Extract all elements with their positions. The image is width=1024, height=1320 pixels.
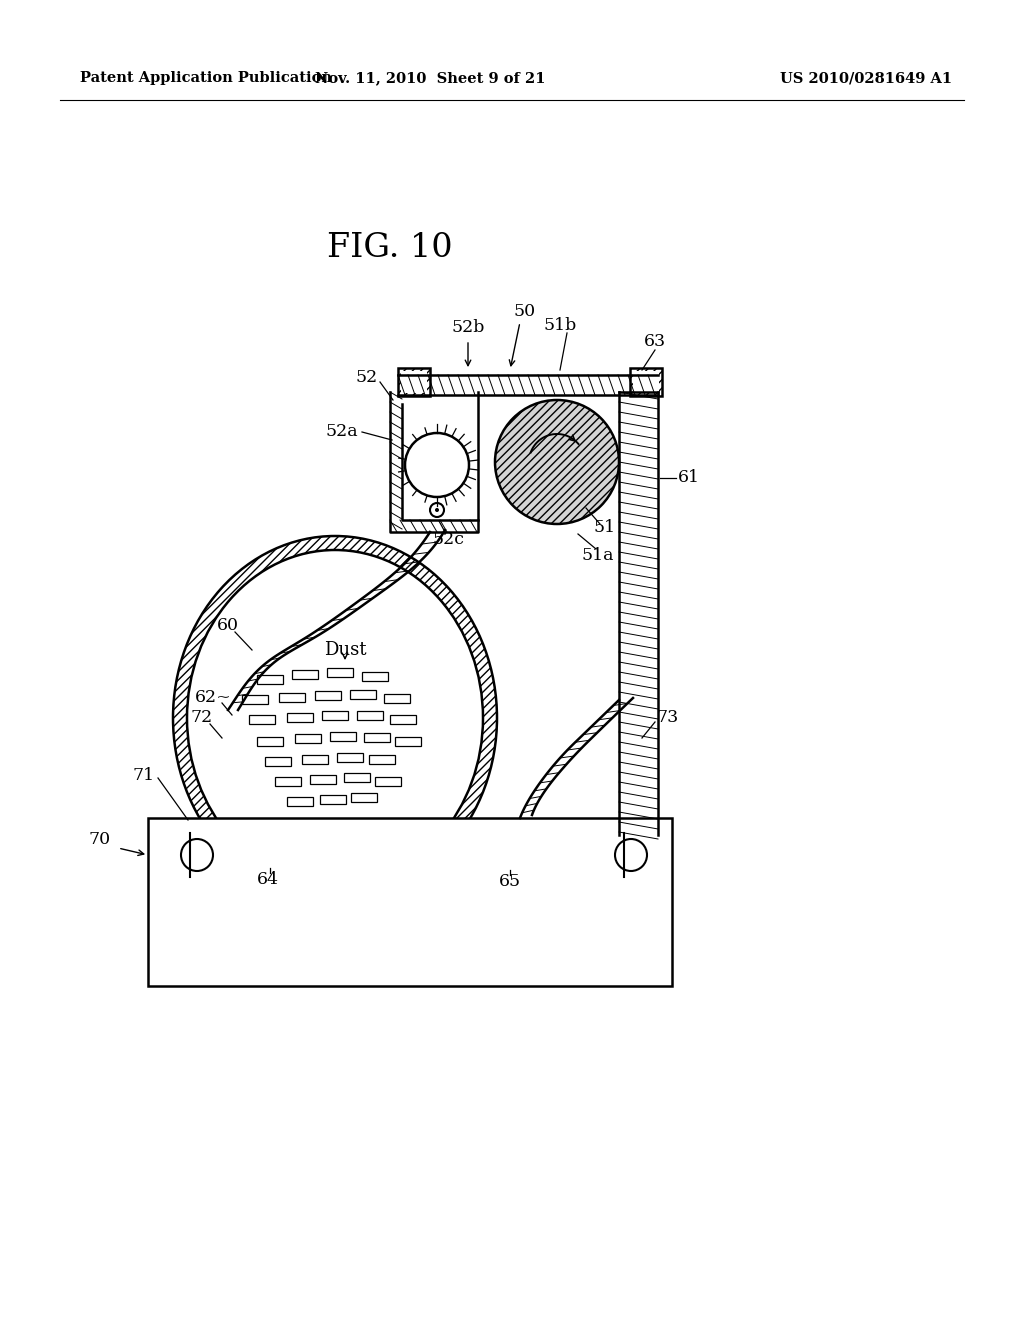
Bar (275, 777, 301, 785)
Bar (369, 755, 395, 764)
Text: 62~: 62~ (195, 689, 231, 706)
Bar (395, 737, 421, 746)
Text: 70: 70 (89, 832, 111, 849)
Bar (390, 715, 416, 723)
Bar (350, 690, 376, 700)
Bar (257, 675, 283, 684)
Bar (633, 371, 659, 393)
Circle shape (435, 508, 439, 512)
Bar (279, 693, 305, 702)
Text: 50: 50 (514, 304, 536, 321)
Bar (287, 713, 313, 722)
Bar (357, 711, 383, 719)
Text: 52c: 52c (432, 532, 464, 549)
Bar (362, 672, 388, 681)
Bar (249, 715, 275, 723)
Text: 52: 52 (355, 370, 378, 387)
Circle shape (181, 840, 213, 871)
Bar (384, 694, 410, 704)
Bar (630, 368, 662, 396)
Bar (401, 371, 427, 393)
Text: 72: 72 (190, 710, 213, 726)
Bar (242, 696, 268, 704)
Bar (398, 368, 430, 396)
Bar (315, 690, 341, 700)
Circle shape (430, 503, 444, 517)
Text: Dust: Dust (324, 642, 367, 659)
Bar (302, 755, 328, 764)
Text: 73: 73 (657, 710, 679, 726)
Text: US 2010/0281649 A1: US 2010/0281649 A1 (780, 71, 952, 84)
Circle shape (406, 433, 469, 498)
Circle shape (615, 840, 647, 871)
Text: 51: 51 (594, 520, 616, 536)
Bar (398, 368, 430, 396)
Bar (257, 737, 283, 746)
Text: 60: 60 (217, 616, 239, 634)
Text: Nov. 11, 2010  Sheet 9 of 21: Nov. 11, 2010 Sheet 9 of 21 (314, 71, 545, 84)
Text: 65: 65 (499, 874, 521, 891)
Bar (327, 668, 353, 677)
Text: 61: 61 (678, 470, 700, 487)
Bar (630, 368, 662, 396)
Circle shape (495, 400, 618, 524)
Bar (364, 733, 390, 742)
Bar (295, 734, 321, 743)
Bar (337, 752, 362, 762)
Text: FIG. 10: FIG. 10 (328, 232, 453, 264)
Bar (265, 756, 291, 766)
Text: 71: 71 (133, 767, 155, 784)
Bar (319, 795, 346, 804)
Bar (148, 818, 672, 986)
Ellipse shape (187, 550, 483, 886)
Bar (330, 733, 356, 741)
Bar (375, 777, 401, 785)
Text: 52a: 52a (326, 424, 358, 441)
Text: 63: 63 (644, 334, 666, 351)
Bar (322, 711, 348, 719)
Text: 64: 64 (257, 871, 279, 888)
Text: 52b: 52b (452, 319, 484, 337)
Text: 51b: 51b (544, 317, 577, 334)
Bar (310, 775, 336, 784)
Text: 51a: 51a (582, 546, 614, 564)
Text: Patent Application Publication: Patent Application Publication (80, 71, 332, 84)
Bar (287, 797, 313, 807)
Bar (292, 671, 318, 678)
Bar (351, 793, 377, 803)
Bar (344, 774, 370, 781)
